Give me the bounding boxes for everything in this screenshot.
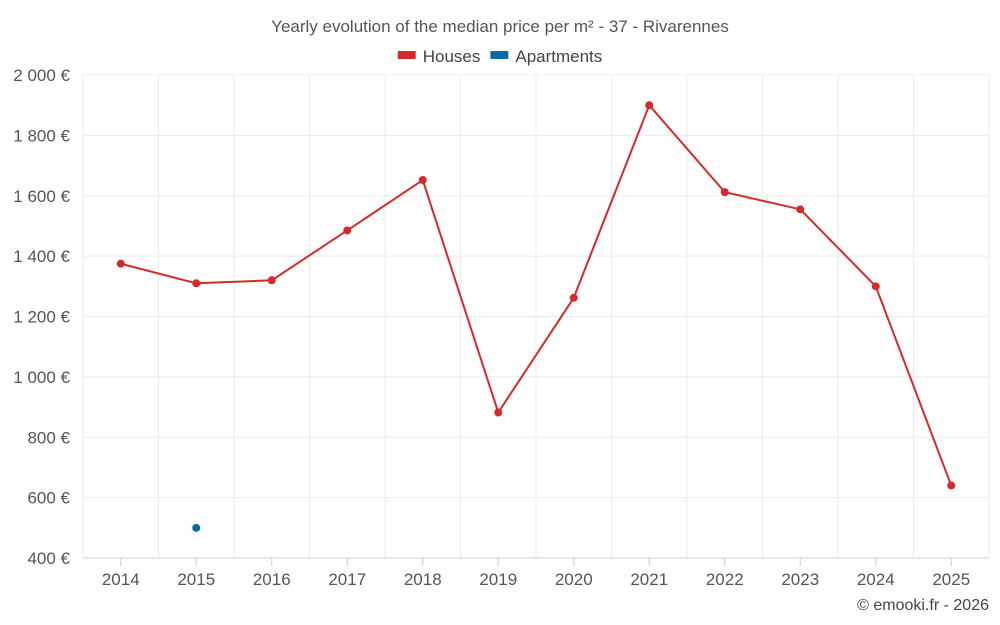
y-tick-label: 1 200 €: [13, 308, 70, 327]
legend-swatch: [397, 51, 416, 59]
y-tick-label: 400 €: [27, 549, 70, 568]
houses-point: [116, 259, 125, 268]
x-tick-label: 2014: [102, 570, 140, 589]
x-tick-label: 2024: [857, 570, 895, 589]
y-tick-label: 1 800 €: [13, 126, 70, 145]
houses-point: [343, 226, 352, 235]
legend-label: Houses: [423, 47, 481, 66]
x-tick-label: 2020: [555, 570, 593, 589]
credit-text: © emooki.fr - 2026: [857, 597, 989, 614]
x-tick-label: 2023: [781, 570, 819, 589]
legend-swatch: [490, 51, 509, 59]
x-tick-label: 2018: [404, 570, 442, 589]
x-axis: 2014 2015 2016 2017 2018 2019 2020 2021 2022 2023…: [83, 557, 989, 589]
x-tick-label: 2025: [932, 570, 970, 589]
series-layer: [116, 101, 956, 532]
x-tick-label: 2021: [630, 570, 668, 589]
legend-item-apartments: Apartments: [490, 47, 602, 66]
houses-point: [796, 205, 805, 214]
x-tick-label: 2015: [177, 570, 215, 589]
x-tick-label: 2017: [328, 570, 366, 589]
y-tick-label: 2 000 €: [13, 66, 70, 85]
x-tick-label: 2022: [706, 570, 744, 589]
houses-point: [947, 481, 956, 490]
houses-point: [418, 176, 427, 185]
gridlines: [82, 74, 990, 559]
y-tick-label: 1 400 €: [13, 247, 70, 266]
x-tick-label: 2016: [253, 570, 291, 589]
houses-point: [569, 293, 578, 302]
legend: Houses Apartments: [397, 47, 602, 66]
y-tick-label: 600 €: [27, 489, 70, 508]
houses-series-line: [120, 104, 953, 486]
houses-point: [192, 279, 201, 288]
legend-item-houses: Houses: [397, 47, 481, 66]
houses-point: [494, 408, 503, 417]
y-tick-label: 1 000 €: [13, 368, 70, 387]
houses-point: [267, 276, 276, 285]
y-tick-label: 800 €: [27, 428, 70, 447]
x-tick-label: 2019: [479, 570, 517, 589]
y-axis: 400 € 600 € 800 € 1 000 € 1 200 € 1 400 € 1 60…: [13, 66, 70, 568]
y-tick-label: 1 600 €: [13, 187, 70, 206]
chart-title: Yearly evolution of the median price per…: [271, 17, 729, 36]
legend-label: Apartments: [515, 47, 602, 66]
houses-point: [645, 101, 654, 110]
apartments-point: [192, 523, 201, 532]
houses-point: [871, 282, 880, 291]
houses-point: [720, 188, 729, 197]
